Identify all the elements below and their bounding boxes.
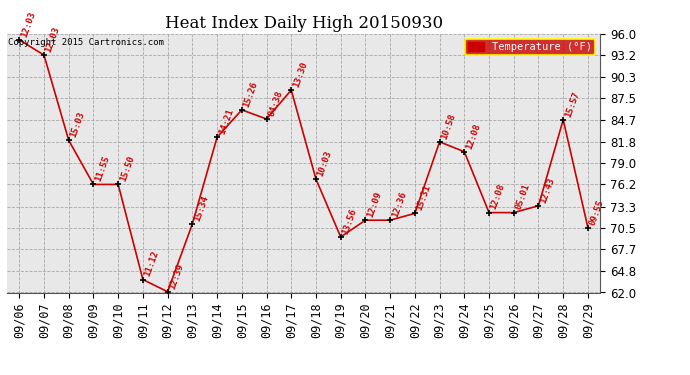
Text: 15:34: 15:34 [193, 194, 210, 222]
Text: 15:26: 15:26 [241, 80, 259, 108]
Text: 15:31: 15:31 [415, 183, 433, 212]
Text: 11:55: 11:55 [93, 154, 111, 183]
Text: 10:03: 10:03 [316, 149, 333, 178]
Text: 84:38: 84:38 [266, 89, 284, 117]
Title: Heat Index Daily High 20150930: Heat Index Daily High 20150930 [164, 15, 443, 32]
Text: 10:58: 10:58 [440, 112, 457, 140]
Text: 05:01: 05:01 [514, 183, 531, 211]
Text: 12:03: 12:03 [44, 25, 61, 54]
Text: 12:08: 12:08 [464, 122, 482, 150]
Legend: Temperature (°F): Temperature (°F) [465, 39, 595, 56]
Text: 12:08: 12:08 [489, 183, 506, 211]
Text: 12:03: 12:03 [19, 10, 37, 38]
Text: 12:36: 12:36 [390, 190, 408, 219]
Text: 12:09: 12:09 [366, 190, 383, 219]
Text: 14:21: 14:21 [217, 107, 235, 136]
Text: 11:12: 11:12 [143, 250, 161, 278]
Text: 15:50: 15:50 [118, 154, 136, 183]
Text: 09:55: 09:55 [588, 198, 606, 226]
Text: 13:30: 13:30 [291, 60, 309, 88]
Text: Copyright 2015 Cartronics.com: Copyright 2015 Cartronics.com [8, 38, 164, 46]
Text: 15:57: 15:57 [563, 90, 581, 118]
Text: 12:43: 12:43 [538, 176, 556, 204]
Text: 15:03: 15:03 [69, 111, 86, 139]
Text: 13:56: 13:56 [341, 207, 358, 236]
Text: 12:39: 12:39 [168, 262, 185, 290]
